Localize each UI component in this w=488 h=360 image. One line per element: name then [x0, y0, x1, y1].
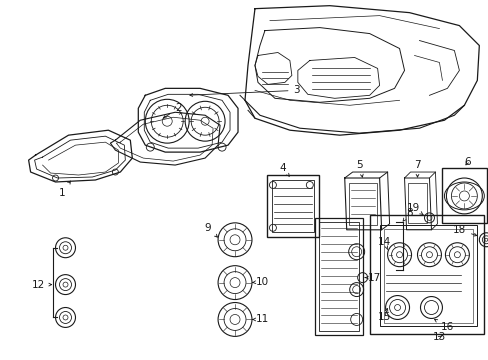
Text: 18: 18 [452, 225, 476, 236]
Text: 19: 19 [406, 203, 422, 215]
Bar [314, 218, 362, 336]
Text: 1: 1 [59, 181, 70, 198]
Text: 11: 11 [252, 314, 268, 324]
Text: 9: 9 [204, 223, 217, 237]
Text: 13: 13 [432, 332, 445, 342]
Text: 5: 5 [356, 160, 363, 177]
Text: 4: 4 [279, 163, 289, 176]
Text: 6: 6 [463, 157, 470, 167]
Bar [379, 225, 476, 327]
Text: 12: 12 [32, 280, 52, 289]
Bar [266, 175, 318, 237]
Text: 3: 3 [189, 85, 300, 96]
Bar [407, 183, 427, 223]
Bar [383, 229, 472, 323]
Text: 8: 8 [402, 208, 412, 221]
Text: 10: 10 [252, 276, 268, 287]
Text: 16: 16 [434, 319, 453, 332]
Bar [271, 180, 313, 232]
Text: 7: 7 [413, 160, 420, 177]
Bar [442, 168, 487, 223]
Bar [369, 215, 483, 334]
Text: 14: 14 [377, 237, 390, 249]
Text: 15: 15 [377, 309, 390, 323]
Text: 17: 17 [365, 273, 381, 283]
Text: 2: 2 [163, 103, 181, 118]
Bar [318, 222, 358, 332]
Bar [348, 183, 376, 225]
